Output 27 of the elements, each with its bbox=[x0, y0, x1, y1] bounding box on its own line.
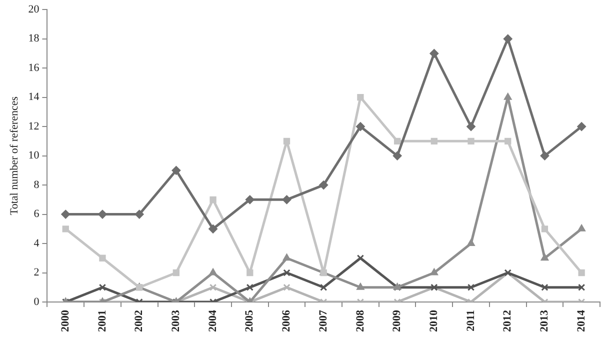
x-tick-label: 2000 bbox=[59, 310, 72, 332]
x-tick-label: 2013 bbox=[538, 310, 551, 332]
y-tick-label: 6 bbox=[34, 208, 40, 220]
y-axis-title: Total number of references bbox=[8, 96, 20, 216]
y-tick-label: 8 bbox=[34, 178, 40, 191]
x-tick-label: 2001 bbox=[96, 310, 108, 332]
x-tick-label: 2010 bbox=[428, 310, 440, 332]
x-tick-label: 2006 bbox=[280, 310, 293, 332]
y-tick-label: 14 bbox=[28, 91, 40, 104]
y-tick-label: 2 bbox=[34, 266, 40, 279]
y-tick-label: 20 bbox=[28, 3, 40, 16]
x-tick-label: 2011 bbox=[464, 310, 477, 332]
x-tick-label: 2008 bbox=[354, 310, 366, 332]
y-tick-label: 10 bbox=[28, 150, 40, 162]
x-tick-label: 2007 bbox=[317, 310, 330, 332]
x-tick-label: 2012 bbox=[502, 310, 514, 332]
x-tick-label: 2002 bbox=[133, 310, 146, 332]
x-tick-label: 2009 bbox=[391, 310, 404, 332]
x-tick-label: 2004 bbox=[206, 310, 219, 332]
y-tick-label: 16 bbox=[28, 62, 40, 74]
y-tick-label: 0 bbox=[34, 296, 40, 308]
x-tick-label: 2014 bbox=[575, 310, 588, 332]
x-tick-label: 2005 bbox=[244, 310, 256, 332]
y-tick-label: 18 bbox=[28, 32, 40, 45]
x-tick-label: 2003 bbox=[170, 310, 182, 332]
y-tick-label: 12 bbox=[28, 120, 40, 132]
y-tick-label: 4 bbox=[34, 237, 40, 250]
